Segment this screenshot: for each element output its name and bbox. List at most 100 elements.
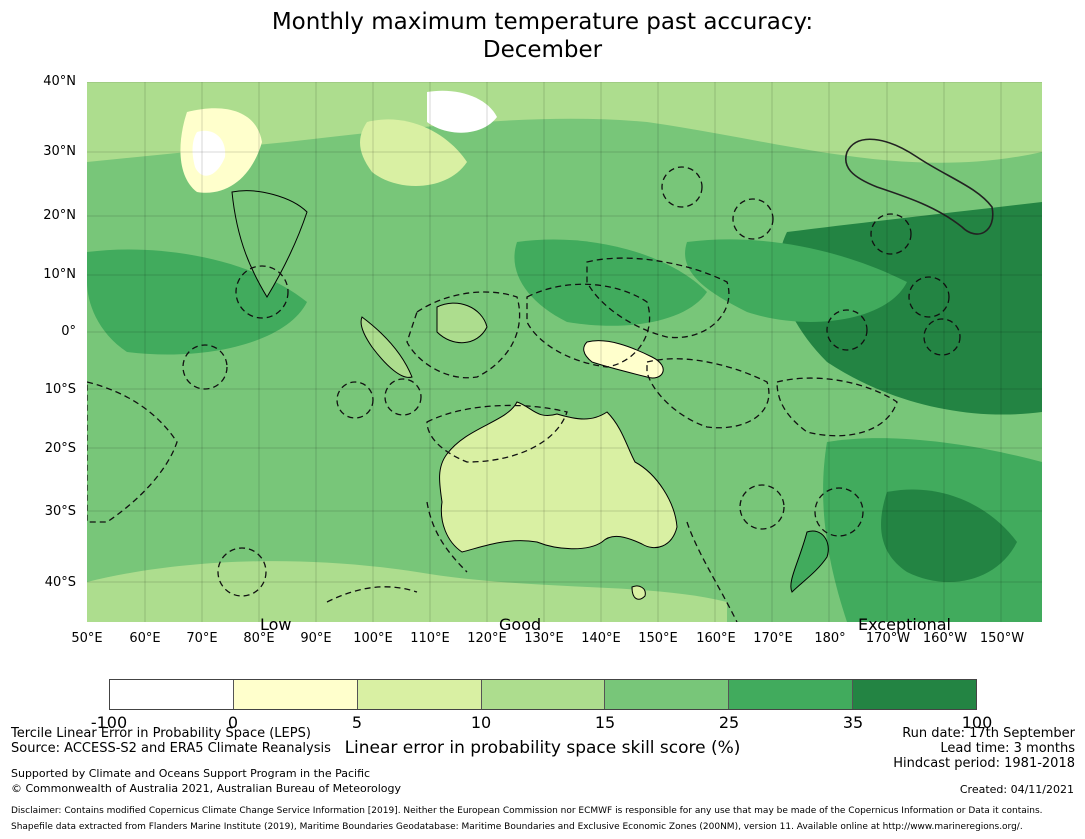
lon-label-50e: 50°E (71, 631, 103, 646)
footer-lead-time: Lead time: 3 months (940, 741, 1075, 756)
lon-label-70e: 70°E (186, 631, 218, 646)
skill-word-low: Low (260, 615, 292, 634)
tibet-white-region (192, 130, 226, 176)
colorbar-label: Linear error in probability space skill … (344, 738, 741, 758)
eez-boundary-17 (776, 377, 898, 437)
footer-copyright: © Commonwealth of Australia 2021, Austra… (11, 782, 401, 795)
eez-boundary-18 (426, 404, 568, 463)
northern-moderate-region (87, 82, 1042, 163)
colorbar-tick-0: 0 (227, 713, 239, 732)
skill-word-exceptional: Exceptional (858, 615, 951, 634)
colorbar-segment-7 (853, 680, 977, 709)
eez-boundary-1 (661, 166, 703, 208)
title-line-1: Monthly maximum temperature past accurac… (271, 9, 814, 35)
lon-label-180: 180° (814, 631, 846, 646)
footer-method: Tercile Linear Error in Probability Spac… (11, 726, 311, 741)
hawaii-eez-boundary (845, 138, 994, 235)
eez-boundary-21 (326, 501, 738, 622)
lat-label-20n: 20°N (43, 208, 76, 223)
sumatra-landmass (360, 316, 413, 378)
lon-label-90e: 90°E (300, 631, 332, 646)
eez-boundary-13 (235, 265, 289, 319)
lon-label-80e: 80°E (243, 631, 275, 646)
colorbar-tick-100: 100 (961, 713, 993, 732)
footer-support: Supported by Climate and Oceans Support … (11, 767, 371, 780)
eez-boundary-10 (217, 547, 267, 597)
lat-label-30n: 30°N (43, 144, 76, 159)
eez-boundary-8 (336, 381, 374, 419)
colorbar-tick-35: 35 (842, 713, 864, 732)
footer-disclaimer: Disclaimer: Contains modified Copernicus… (11, 806, 1043, 816)
colorbar-tick-25: 25 (718, 713, 740, 732)
lat-label-10n: 10°N (43, 267, 76, 282)
lon-label-150w: 150°W (979, 631, 1025, 646)
eez-boundary-20 (586, 257, 730, 339)
colorbar-segment-5 (605, 680, 730, 709)
eez-boundary-2 (732, 198, 774, 240)
eez-boundary-11 (739, 484, 785, 530)
lat-label-40s: 40°S (44, 575, 76, 590)
eez-boundary-15 (526, 283, 651, 368)
china-moderate-region (360, 119, 467, 186)
lon-label-160w: 160°W (922, 631, 968, 646)
footer-shapefile-credit: Shapefile data extracted from Flanders M… (11, 822, 1023, 832)
eez-boundary-12 (814, 487, 864, 537)
eez-boundary-4 (908, 276, 950, 318)
colorbar-segment-1 (110, 680, 234, 709)
lat-label-30s: 30°S (44, 504, 76, 519)
new-zealand-high-region (881, 489, 1017, 582)
eez-boundary-14 (406, 291, 521, 379)
skill-map (87, 82, 1042, 622)
title-line-2: December (482, 37, 603, 63)
colorbar (109, 679, 977, 710)
footer-created-date: Created: 04/11/2021 (959, 783, 1074, 796)
colorbar-segment-3 (357, 680, 482, 709)
chart-title: Monthly maximum temperature past accurac… (0, 8, 1085, 64)
eez-boundary-9 (384, 378, 422, 416)
lat-label-40n: 40°N (43, 74, 76, 89)
eez-boundary-3 (870, 213, 912, 255)
colorbar-tick-minus100: -100 (90, 713, 128, 732)
pacific-exceptional-region (779, 202, 1042, 415)
lon-label-120e: 120°E (467, 631, 507, 646)
indian-ocean-high-region (87, 249, 307, 355)
colorbar-segment-6 (729, 680, 854, 709)
eez-boundary-19 (87, 381, 178, 523)
lon-label-140e: 140°E (581, 631, 621, 646)
footer-source: Source: ACCESS-S2 and ERA5 Climate Reana… (11, 741, 331, 756)
australia-landmass (439, 401, 678, 553)
colorbar-tick-15: 15 (594, 713, 616, 732)
new-zealand-landmass (790, 530, 829, 593)
colorbar-segment-2 (233, 680, 358, 709)
lon-label-160e: 160°E (696, 631, 736, 646)
colorbar-tick-10: 10 (470, 713, 492, 732)
colorbar-segment-4 (481, 680, 606, 709)
colorbar-tick-5: 5 (351, 713, 363, 732)
tasmania-landmass (631, 585, 646, 600)
map-grid (87, 82, 1042, 622)
footer-run-date: Run date: 17th September (902, 726, 1075, 741)
lon-label-130e: 130°E (524, 631, 564, 646)
eez-boundary-6 (826, 309, 868, 351)
lon-label-60e: 60°E (129, 631, 161, 646)
new-guinea-landmass (583, 340, 664, 379)
footer-hindcast-period: Hindcast period: 1981-2018 (893, 756, 1075, 771)
lon-label-100e: 100°E (353, 631, 393, 646)
lon-label-110e: 110°E (410, 631, 450, 646)
map-svg (87, 82, 1042, 622)
central-pacific-high-region (685, 239, 907, 322)
india-landmass (231, 190, 308, 298)
borneo-landmass (436, 302, 488, 344)
lat-label-equator: 0° (61, 324, 76, 339)
lon-label-170e: 170°E (753, 631, 793, 646)
southern-ocean-moderate-region (87, 561, 727, 622)
north-china-white-region (427, 90, 497, 133)
lat-label-10s: 10°S (44, 382, 76, 397)
lon-label-170w: 170°W (865, 631, 911, 646)
eez-boundary-7 (182, 344, 228, 390)
lat-label-20s: 20°S (44, 441, 76, 456)
lon-label-150e: 150°E (638, 631, 678, 646)
eez-boundaries (87, 166, 961, 622)
eez-boundary-5 (923, 318, 961, 356)
skill-word-good: Good (499, 615, 542, 634)
